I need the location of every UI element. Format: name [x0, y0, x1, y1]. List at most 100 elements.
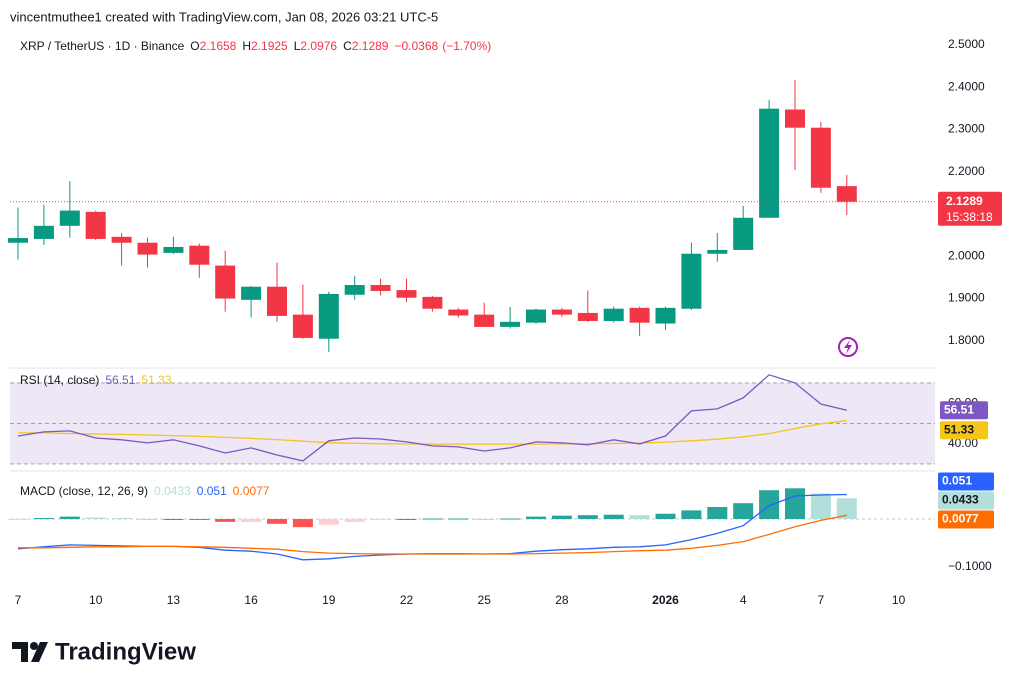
axis-value-label-box: [940, 421, 988, 440]
legend-value: 0.0077: [233, 484, 270, 498]
candle-body: [733, 217, 754, 250]
countdown: 15:38:18: [946, 210, 993, 224]
ohlc-label: L: [294, 39, 301, 53]
pane-legend: XRP / TetherUS · 1D · Binance O2.1658 H2.1…: [20, 39, 491, 53]
histogram-bar: [292, 519, 313, 528]
histogram-bar: [785, 488, 805, 520]
pane-legend: RSI (14, close) 56.51 51.33: [20, 373, 172, 387]
candle-body: [448, 309, 469, 316]
x-tick-label: 4: [740, 593, 747, 607]
attribution: vincentmuthee1 created with TradingView.…: [10, 9, 438, 24]
y-tick-label: 2.2000: [948, 164, 985, 178]
candle-body: [500, 321, 521, 327]
axis-value-label: 0.051: [942, 474, 972, 488]
alert-icon: [838, 337, 858, 357]
histogram-bar: [707, 507, 728, 520]
y-tick-label: 1.9000: [948, 291, 985, 305]
x-tick-label: 28: [555, 593, 569, 607]
axis-value-label: 0.0433: [942, 493, 979, 507]
histogram-bar: [681, 510, 702, 520]
axis-value-label: 0.0077: [942, 512, 979, 526]
ohlc-label: H: [242, 39, 251, 53]
candle-body: [241, 286, 262, 300]
histogram-bar: [267, 519, 287, 524]
y-tick-label: −0.1000: [948, 559, 992, 573]
macd-line: [18, 514, 847, 555]
legend-title: RSI (14, close): [20, 373, 99, 387]
x-tick-label: 7: [818, 593, 825, 607]
candle-body: [603, 308, 624, 321]
ohlc-label: O: [190, 39, 199, 53]
change-percent: (−1.70%): [442, 39, 491, 53]
histogram-bar: [655, 513, 676, 520]
histogram-bar: [8, 519, 28, 521]
y-tick-label: 2.4000: [948, 79, 985, 93]
last-price: 2.1289: [946, 194, 983, 208]
last-price-box: [938, 191, 1002, 226]
histogram-bar: [603, 514, 624, 520]
x-tick-label: 10: [89, 593, 103, 607]
legend-value: 0.051: [197, 484, 227, 498]
histogram-bar: [810, 493, 831, 520]
histogram-bar: [759, 490, 780, 520]
legend-value: 56.51: [105, 373, 135, 387]
legend-value: 51.33: [141, 373, 171, 387]
candle-body: [8, 238, 28, 243]
x-tick-label: 19: [322, 593, 336, 607]
axis-value-label-box: [938, 510, 994, 529]
x-tick-label: 2026: [652, 593, 679, 607]
axis-value-label-box: [938, 491, 994, 510]
histogram-bar: [733, 503, 754, 520]
candle-body: [370, 285, 391, 291]
ohlc-value: 2.1289: [352, 39, 389, 53]
x-tick-label: 13: [167, 593, 181, 607]
histogram-bar: [474, 519, 495, 521]
y-tick-label: 2.3000: [948, 122, 985, 136]
histogram-bar: [448, 518, 469, 520]
candle-body: [318, 293, 339, 339]
histogram-bar: [396, 519, 417, 521]
candle-body: [111, 236, 132, 243]
histogram-bar: [33, 518, 54, 520]
candle-body: [759, 108, 780, 218]
ohlc-value: 2.0976: [300, 39, 337, 53]
legend-value: 0.0433: [154, 484, 191, 498]
candle-body: [681, 253, 702, 309]
candle-body: [707, 249, 728, 254]
candle-body: [344, 285, 365, 295]
candle-body: [629, 307, 650, 323]
y-tick-label: 2.0000: [948, 248, 985, 262]
candle-body: [59, 210, 80, 226]
histogram-bar: [111, 518, 132, 520]
ohlc-value: 2.1925: [251, 39, 288, 53]
histogram-bar: [215, 519, 236, 522]
y-tick-label: 1.8000: [948, 333, 985, 347]
candle-body: [85, 211, 106, 239]
axis-value-label: 56.51: [944, 402, 974, 416]
y-tick-label: 2.5000: [948, 37, 985, 51]
candle-body: [189, 245, 210, 265]
ohlc-value: 2.1658: [200, 39, 237, 53]
candle-body: [577, 312, 598, 321]
histogram-bar: [836, 498, 857, 520]
candle-body: [215, 265, 236, 299]
histogram-bar: [241, 519, 262, 522]
brand-logo: [12, 642, 48, 662]
histogram-bar: [59, 516, 80, 520]
histogram-bar: [85, 517, 106, 520]
candle-body: [655, 307, 676, 324]
candle-body: [163, 246, 184, 253]
histogram-bar: [370, 519, 391, 521]
pane-legend: MACD (close, 12, 26, 9) 0.0433 0.051 0.0077: [20, 484, 270, 498]
candle-body: [422, 296, 443, 309]
histogram-bar: [189, 519, 210, 521]
rsi-line: [17, 374, 847, 462]
histogram-bar: [318, 519, 339, 525]
x-tick-label: 25: [478, 593, 492, 607]
change: −0.0368: [394, 39, 438, 53]
legend-title: XRP / TetherUS · 1D · Binance: [20, 39, 185, 53]
histogram-bar: [137, 519, 158, 521]
histogram-bar: [629, 515, 650, 520]
axis-value-label-box: [940, 401, 988, 420]
